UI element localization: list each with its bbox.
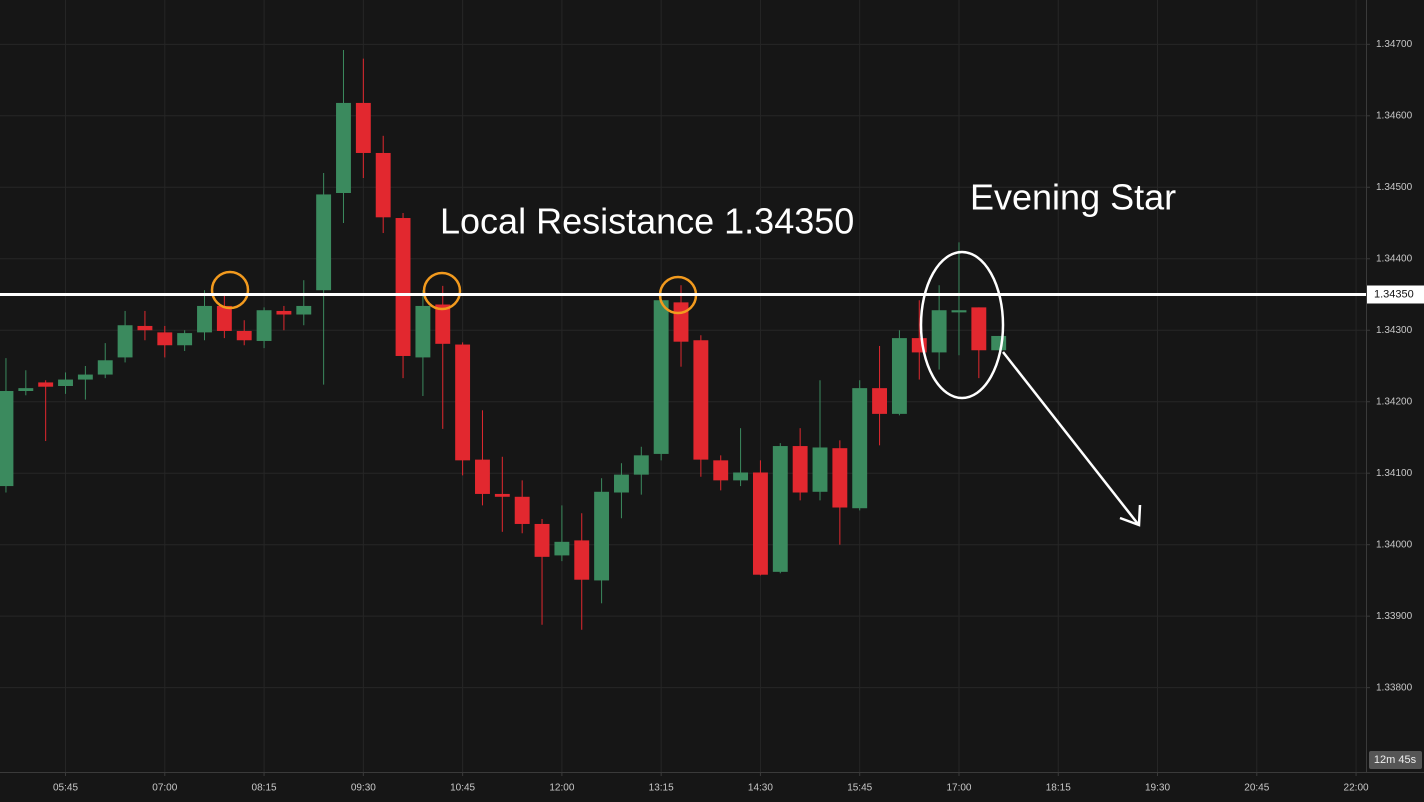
candle-body: [455, 344, 471, 461]
candle-body: [991, 335, 1007, 351]
y-tick-label: 1.34000: [1376, 539, 1413, 550]
candle-body: [236, 330, 252, 341]
candle-body: [355, 102, 371, 153]
candle-body: [475, 459, 490, 494]
candle-body: [58, 379, 73, 386]
candle-body: [733, 472, 749, 481]
x-tick-label: 05:45: [53, 783, 78, 794]
candles: [0, 50, 1007, 630]
countdown-text: 12m 45s: [1374, 754, 1417, 766]
axes: 1.34700 1.34600 1.34500 1.34400 1.34300 1.342…: [53, 39, 1413, 794]
x-tick-label: 15:45: [847, 783, 872, 794]
candle-body: [574, 540, 590, 580]
candle-body: [216, 305, 232, 331]
candle-body: [38, 382, 54, 387]
candle-body: [77, 374, 93, 380]
candle-body: [177, 333, 193, 346]
x-tick-label: 10:45: [450, 783, 475, 794]
resistance-annotation: Local Resistance 1.34350: [440, 201, 854, 242]
candle-body: [594, 491, 610, 581]
x-tick-label: 14:30: [748, 783, 773, 794]
arrow-head: [1119, 504, 1142, 527]
candle-body: [197, 305, 212, 333]
y-tick-label: 1.34700: [1376, 39, 1413, 50]
resistance-badge: [1367, 285, 1424, 304]
resistance-label: 1.34350: [1374, 288, 1414, 300]
candle-body: [375, 152, 391, 218]
arrow-shaft: [1002, 351, 1139, 525]
x-tick-label: 07:00: [152, 783, 177, 794]
y-tick-label: 1.34200: [1376, 396, 1413, 407]
y-tick-label: 1.34300: [1376, 325, 1413, 336]
candle-body: [713, 460, 729, 481]
candle-body: [137, 325, 153, 331]
candle-body: [931, 310, 947, 353]
candle-body: [97, 360, 113, 375]
x-tick-label: 22:00: [1344, 783, 1369, 794]
x-tick-label: 17:00: [946, 783, 971, 794]
x-tick-label: 19:30: [1145, 783, 1170, 794]
candle-body: [494, 493, 510, 497]
y-tick-label: 1.33800: [1376, 682, 1413, 693]
candle-body: [514, 496, 530, 524]
candle-body: [792, 446, 808, 493]
x-tick-label: 12:00: [549, 783, 574, 794]
candle-body: [832, 448, 848, 508]
candle-body: [415, 305, 431, 358]
y-tick-label: 1.34500: [1376, 182, 1413, 193]
candle-body: [772, 446, 788, 572]
candle-body: [534, 523, 550, 557]
candle-body: [653, 300, 669, 454]
x-tick-label: 09:30: [351, 783, 376, 794]
candle-body: [435, 304, 451, 344]
pattern-ellipse: [919, 250, 1005, 400]
annotations: Local Resistance 1.34350 Evening Star: [210, 177, 1176, 527]
candle-body: [633, 455, 649, 475]
y-tick-label: 1.34600: [1376, 110, 1413, 121]
touch-circle: [210, 270, 250, 310]
y-tick-label: 1.34400: [1376, 253, 1413, 264]
candle-body: [117, 325, 133, 358]
candle-body: [693, 340, 709, 460]
candle-body: [336, 102, 351, 193]
touch-circle: [422, 271, 462, 311]
y-tick-label: 1.33900: [1376, 611, 1413, 622]
candle-body: [951, 310, 967, 313]
candle-body: [157, 332, 173, 346]
candle-body: [891, 338, 907, 414]
candle-body: [852, 388, 868, 509]
pattern-annotation: Evening Star: [970, 177, 1176, 218]
candle-body: [872, 388, 888, 414]
candle-body: [395, 218, 411, 356]
x-tick-label: 08:15: [252, 783, 277, 794]
candle-body: [296, 305, 312, 315]
countdown-badge: [1369, 751, 1422, 769]
grid: [0, 0, 1366, 772]
candle-body: [0, 391, 14, 487]
candle-body: [673, 302, 689, 342]
candle-body: [256, 310, 272, 341]
x-tick-label: 20:45: [1244, 783, 1269, 794]
candle-body: [316, 194, 332, 291]
candle-body: [554, 541, 570, 556]
candle-body: [812, 447, 828, 492]
y-tick-label: 1.34100: [1376, 468, 1413, 479]
candle-body: [276, 310, 292, 315]
x-tick-label: 18:15: [1046, 783, 1071, 794]
candle-body: [614, 474, 629, 493]
candle-body: [971, 307, 987, 351]
candle-body: [752, 472, 768, 575]
candle-body: [18, 388, 34, 392]
x-tick-label: 13:15: [649, 783, 674, 794]
